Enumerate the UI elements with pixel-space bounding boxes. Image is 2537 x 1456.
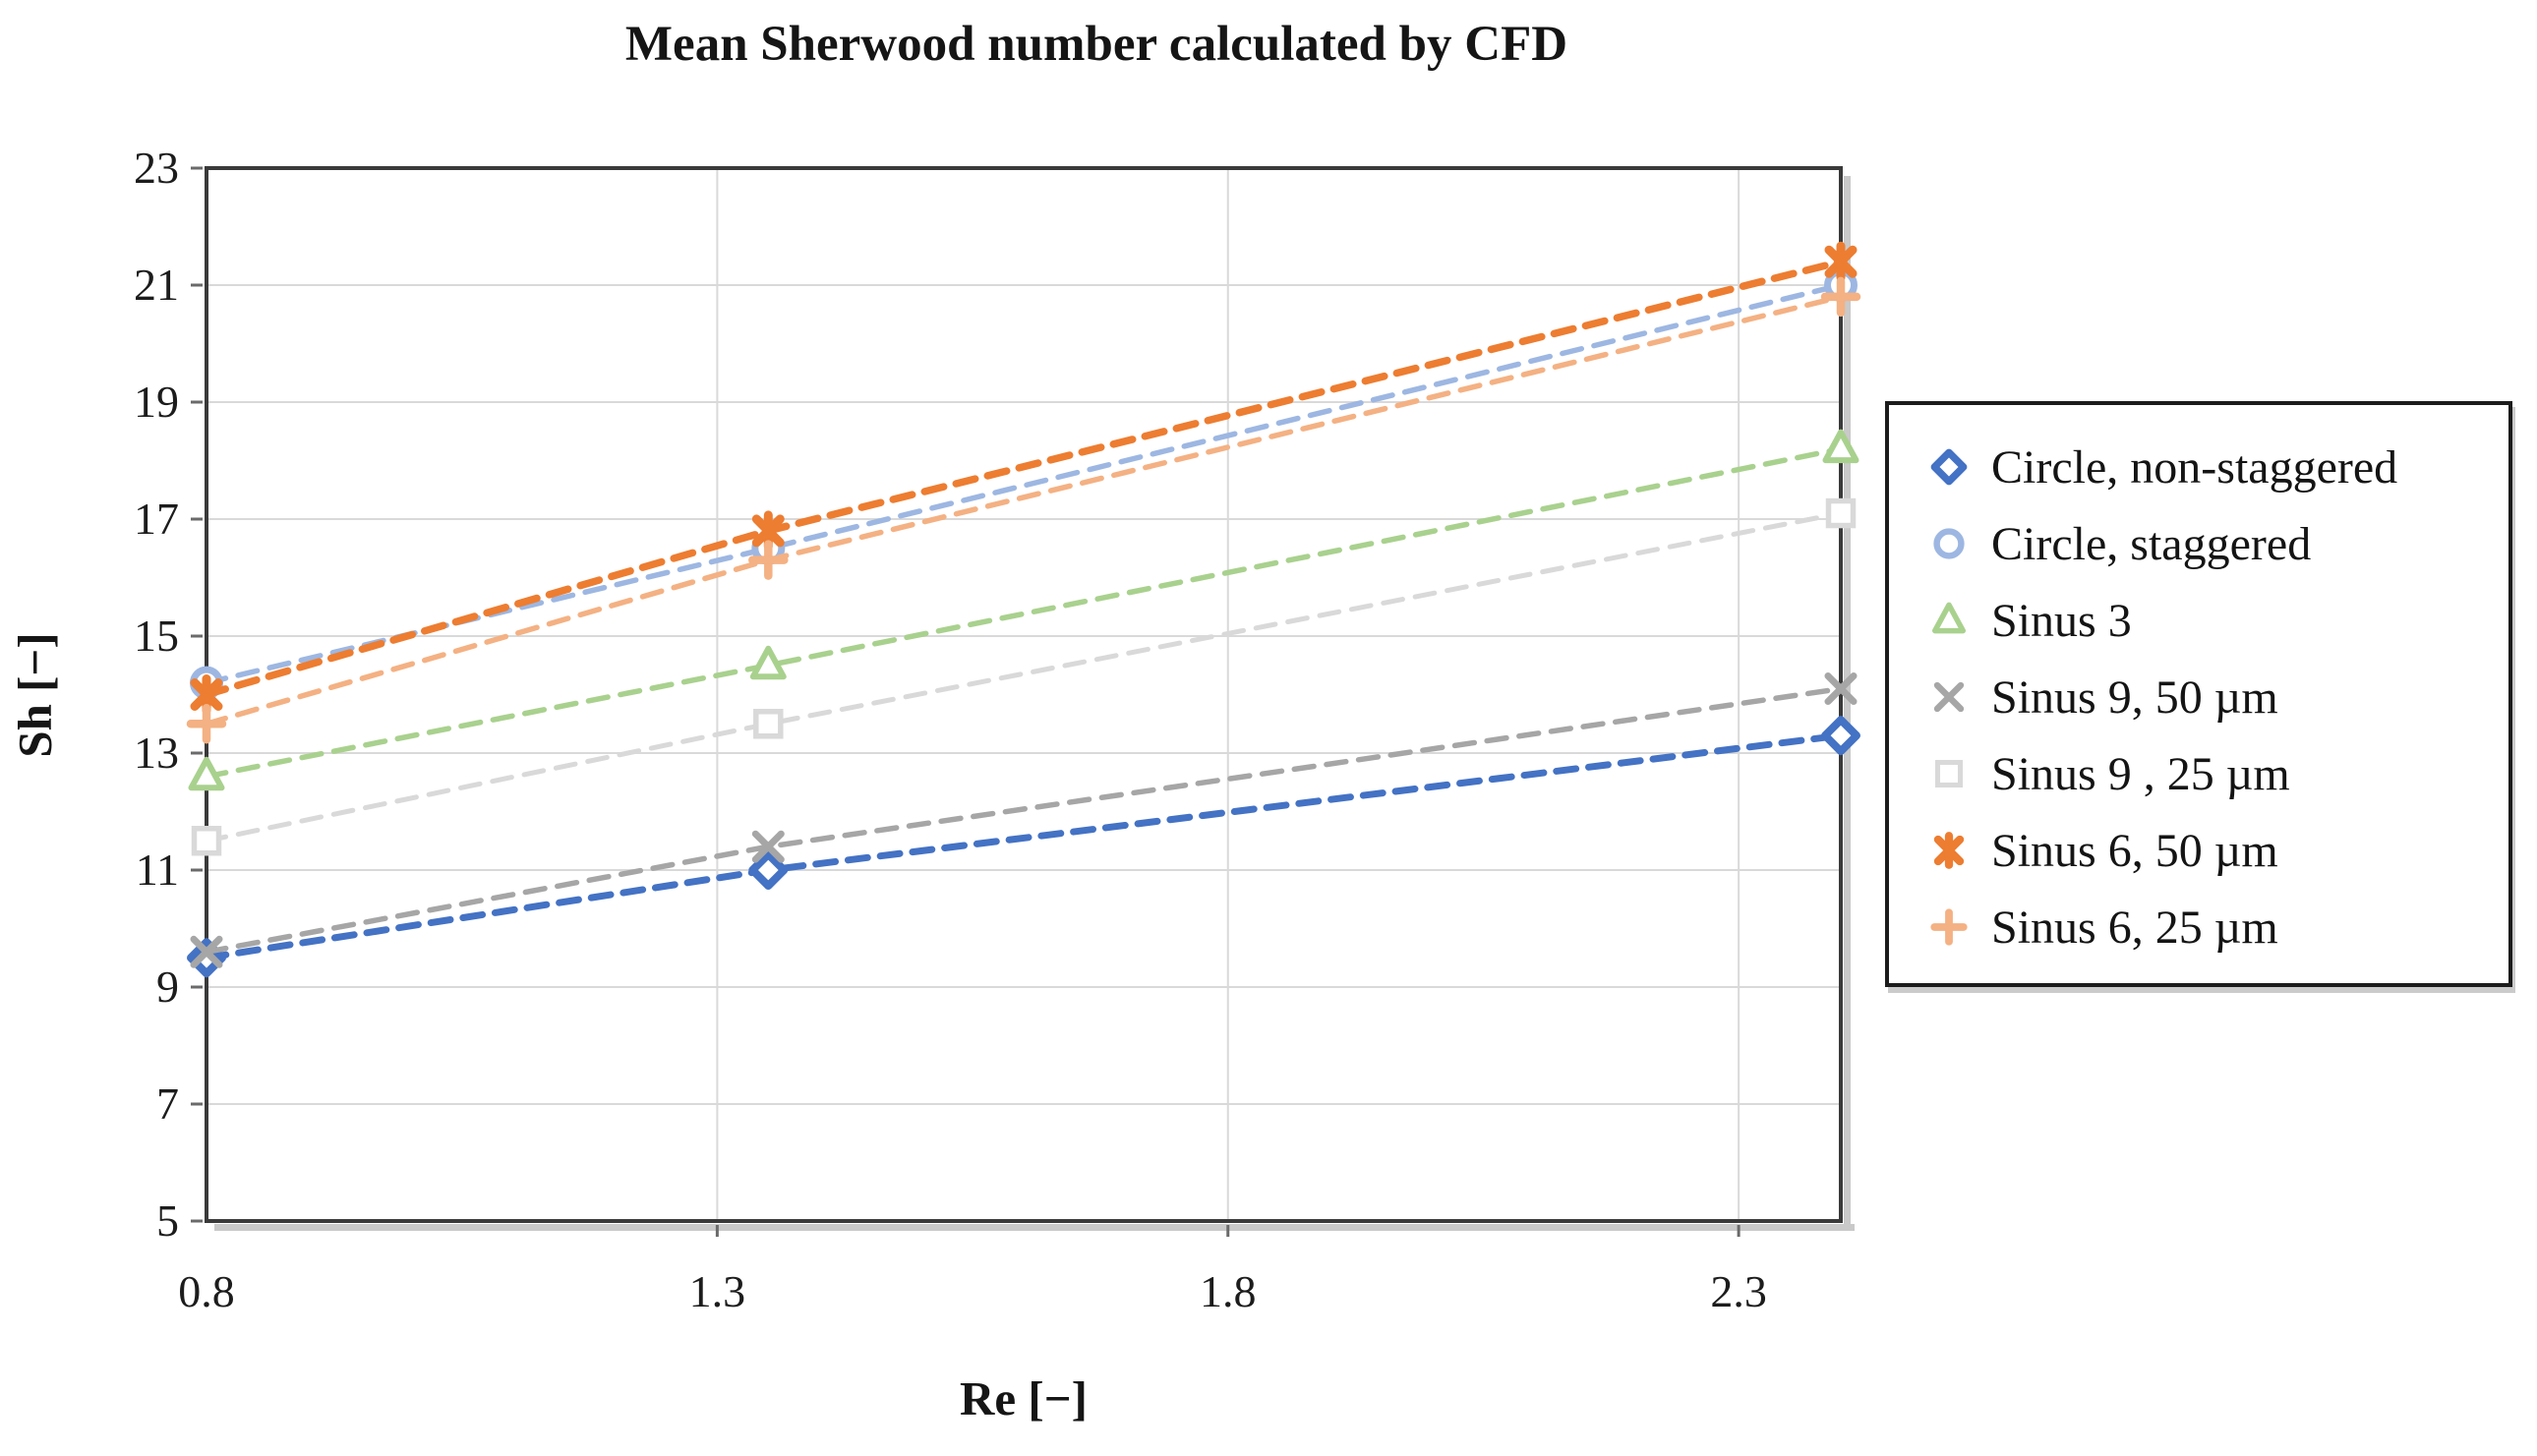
y-tick-label: 7 [156, 1078, 179, 1129]
circle-legend-marker-icon [1933, 528, 1965, 559]
diamond-marker-icon [187, 938, 226, 978]
legend: Circle, non-staggered Circle, staggered Si… [1885, 401, 2512, 987]
y-tick-label: 11 [135, 844, 179, 895]
legend-label: Sinus 9, 50 µm [1991, 670, 2278, 724]
plus-legend-marker-icon [1930, 908, 1968, 946]
series-line [203, 258, 1845, 699]
square-marker-icon [753, 709, 784, 739]
y-tick-label: 19 [134, 377, 179, 427]
legend-item-3: Sinus 9, 50 µm [1924, 659, 2499, 735]
series-line [204, 282, 1844, 686]
x-axis-title: Re [−] [960, 1371, 1088, 1426]
legend-label: Sinus 6, 25 µm [1991, 901, 2278, 954]
series-group [186, 241, 1861, 978]
plot-shadow [1844, 176, 1851, 1229]
triangle-marker-icon [749, 645, 787, 680]
tick-marks [191, 166, 1740, 1237]
x-tick-label: 1.8 [1200, 1266, 1257, 1316]
y-tick-label: 21 [134, 260, 179, 310]
diamond-marker-icon [1821, 716, 1860, 756]
star-marker-icon [1933, 832, 1965, 869]
y-tick-label: 17 [134, 494, 179, 544]
plus-marker-icon [1820, 276, 1861, 318]
legend-item-6: Sinus 6, 25 µm [1924, 889, 2499, 965]
legend-label: Sinus 6, 50 µm [1991, 824, 2278, 877]
legend-item-1: Circle, staggered [1924, 505, 2499, 582]
legend-item-5: Sinus 6, 50 µm [1924, 812, 2499, 889]
legend-label: Sinus 9 , 25 µm [1991, 747, 2290, 800]
legend-label: Sinus 3 [1991, 594, 2132, 647]
square-marker-icon [1825, 497, 1857, 529]
legend-item-4: Sinus 9 , 25 µm [1924, 735, 2499, 812]
square-marker-icon [191, 826, 222, 856]
y-tick-label: 9 [156, 961, 179, 1012]
x-tick-label: 2.3 [1710, 1266, 1767, 1316]
x-marker-icon [751, 830, 785, 863]
star-legend-marker-icon [1933, 832, 1965, 869]
y-tick-label: 5 [156, 1195, 179, 1246]
diamond-legend-marker-icon [1930, 448, 1968, 486]
triangle-marker-icon [1822, 429, 1859, 464]
chart-title: Mean Sherwood number calculated by CFD [624, 17, 1568, 72]
gridlines [206, 168, 1841, 1221]
x-tick-label: 0.8 [178, 1266, 235, 1316]
legend-label: Circle, staggered [1991, 517, 2312, 570]
triangle-legend-marker-icon [1931, 602, 1967, 634]
y-tick-label: 23 [134, 143, 179, 193]
y-tick-label: 15 [134, 611, 179, 661]
x-marker-icon [1824, 672, 1858, 706]
series-line [204, 510, 1844, 844]
legend-item-2: Sinus 3 [1924, 582, 2499, 659]
plus-marker-icon [748, 540, 789, 580]
series-line [204, 685, 1844, 956]
triangle-marker-icon [1931, 602, 1967, 634]
x-legend-marker-icon [1933, 681, 1965, 713]
square-marker-icon [1934, 759, 1964, 788]
plus-marker-icon [1930, 908, 1968, 946]
y-tick-label: 13 [134, 728, 179, 778]
legend-label: Circle, non-staggered [1991, 440, 2398, 494]
series-line [203, 731, 1845, 961]
y-axis-title: Sh [−] [8, 632, 62, 758]
series-line [204, 294, 1844, 727]
triangle-marker-icon [188, 756, 225, 791]
x-tick-label: 1.3 [688, 1266, 746, 1316]
legend-item-0: Circle, non-staggered [1924, 429, 2499, 505]
circle-marker-icon [1933, 528, 1965, 559]
plot-shadow [214, 1224, 1855, 1231]
star-marker-icon [1824, 241, 1858, 282]
x-marker-icon [1933, 681, 1965, 713]
plus-marker-icon [186, 704, 227, 744]
diamond-marker-icon [748, 850, 789, 890]
square-legend-marker-icon [1934, 759, 1964, 788]
x-marker-icon [190, 935, 223, 968]
diamond-marker-icon [1930, 448, 1968, 486]
